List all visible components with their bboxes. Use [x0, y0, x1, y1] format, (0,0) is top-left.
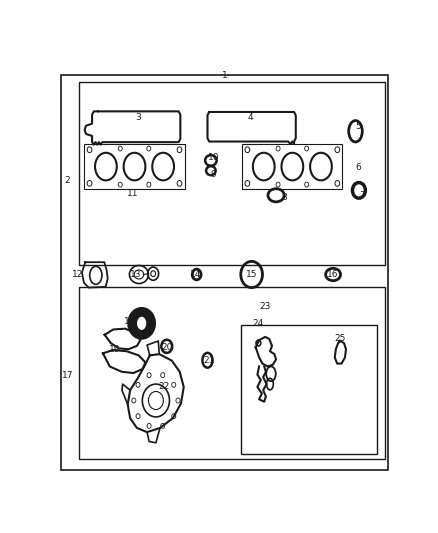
Text: 17: 17: [62, 372, 74, 381]
Bar: [242, 144, 343, 189]
Text: 11: 11: [127, 189, 138, 198]
Text: 2: 2: [65, 176, 71, 185]
Text: 4: 4: [247, 113, 253, 122]
Text: 7: 7: [359, 191, 365, 200]
Text: 19: 19: [110, 345, 121, 354]
Text: 23: 23: [260, 302, 271, 311]
Text: 12: 12: [72, 270, 83, 279]
Ellipse shape: [152, 153, 174, 180]
Text: 18: 18: [124, 317, 136, 326]
Text: 9: 9: [211, 170, 216, 179]
Text: 20: 20: [161, 343, 173, 352]
Text: 1: 1: [222, 71, 227, 80]
Ellipse shape: [282, 153, 303, 180]
Ellipse shape: [253, 153, 275, 180]
Text: 25: 25: [334, 334, 346, 343]
Text: 10: 10: [208, 153, 219, 162]
Text: 5: 5: [356, 122, 361, 131]
Text: 8: 8: [281, 193, 287, 202]
Bar: [241, 325, 377, 454]
Text: 16: 16: [327, 270, 339, 279]
Text: 13: 13: [130, 270, 141, 279]
Text: 14: 14: [190, 270, 201, 279]
Ellipse shape: [310, 153, 332, 180]
Text: 15: 15: [246, 270, 258, 279]
Text: 6: 6: [356, 163, 361, 172]
Text: 24: 24: [253, 319, 264, 328]
Text: 3: 3: [135, 113, 141, 122]
Ellipse shape: [95, 153, 117, 180]
Bar: [79, 287, 385, 459]
Ellipse shape: [124, 153, 145, 180]
Text: 21: 21: [204, 356, 215, 365]
Bar: [79, 83, 385, 265]
Text: 22: 22: [159, 382, 170, 391]
Bar: [85, 144, 184, 189]
